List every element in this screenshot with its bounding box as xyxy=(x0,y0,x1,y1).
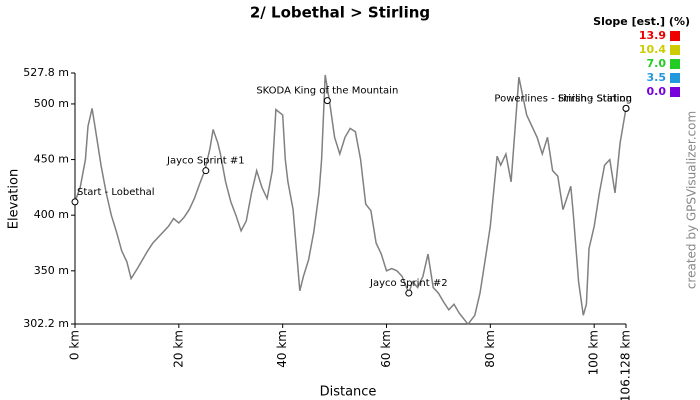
waypoint-label: Jayco Sprint #2 xyxy=(369,278,448,289)
legend-swatch xyxy=(670,45,680,55)
waypoint-label: Finish - Stirling xyxy=(558,93,632,104)
legend-title: Slope [est.] (%) xyxy=(593,15,690,28)
waypoint-label: Start - Lobethal xyxy=(77,187,155,198)
y-axis-label: Elevation xyxy=(7,169,22,229)
legend-label: 3.5 xyxy=(647,71,667,84)
x-tick-label: 80 km xyxy=(483,330,497,368)
legend-label: 0.0 xyxy=(647,85,667,98)
y-tick-label: 350 m xyxy=(34,264,69,277)
credit: created by GPSVisualizer.com xyxy=(685,111,699,289)
x-axis-label: Distance xyxy=(320,385,377,400)
waypoint-label: Powerlines - Stirling Station xyxy=(494,93,632,104)
legend-swatch xyxy=(670,73,680,83)
x-tick-label: 100 km xyxy=(587,330,601,375)
legend-swatch xyxy=(670,31,680,41)
waypoint xyxy=(71,198,79,206)
waypoint-label: SKODA King of the Mountain xyxy=(256,86,398,97)
waypoint-label: Jayco Sprint #1 xyxy=(166,156,245,167)
y-tick-label: 302.2 m xyxy=(23,317,69,330)
waypoint xyxy=(323,97,331,105)
legend-swatch xyxy=(670,87,680,97)
y-tick-label: 500 m xyxy=(34,97,69,110)
x-tick-label: 0 km xyxy=(68,330,82,360)
elevation-line xyxy=(74,74,627,326)
x-tick-label: 60 km xyxy=(379,330,393,368)
y-tick-label: 527.8 m xyxy=(23,66,69,79)
chart-title: 2/ Lobethal > Stirling xyxy=(250,4,430,22)
x-tick-label: 40 km xyxy=(275,330,289,368)
legend-label: 7.0 xyxy=(647,57,667,70)
x-tick-label: 106.128 km xyxy=(619,330,633,400)
y-tick-label: 400 m xyxy=(34,208,69,221)
waypoint xyxy=(622,104,630,112)
waypoint xyxy=(202,167,210,175)
legend-label: 13.9 xyxy=(639,29,666,42)
x-tick-label: 20 km xyxy=(171,330,185,368)
waypoint xyxy=(405,289,413,297)
legend-swatch xyxy=(670,59,680,69)
y-tick-label: 450 m xyxy=(34,153,69,166)
legend-label: 10.4 xyxy=(639,43,666,56)
